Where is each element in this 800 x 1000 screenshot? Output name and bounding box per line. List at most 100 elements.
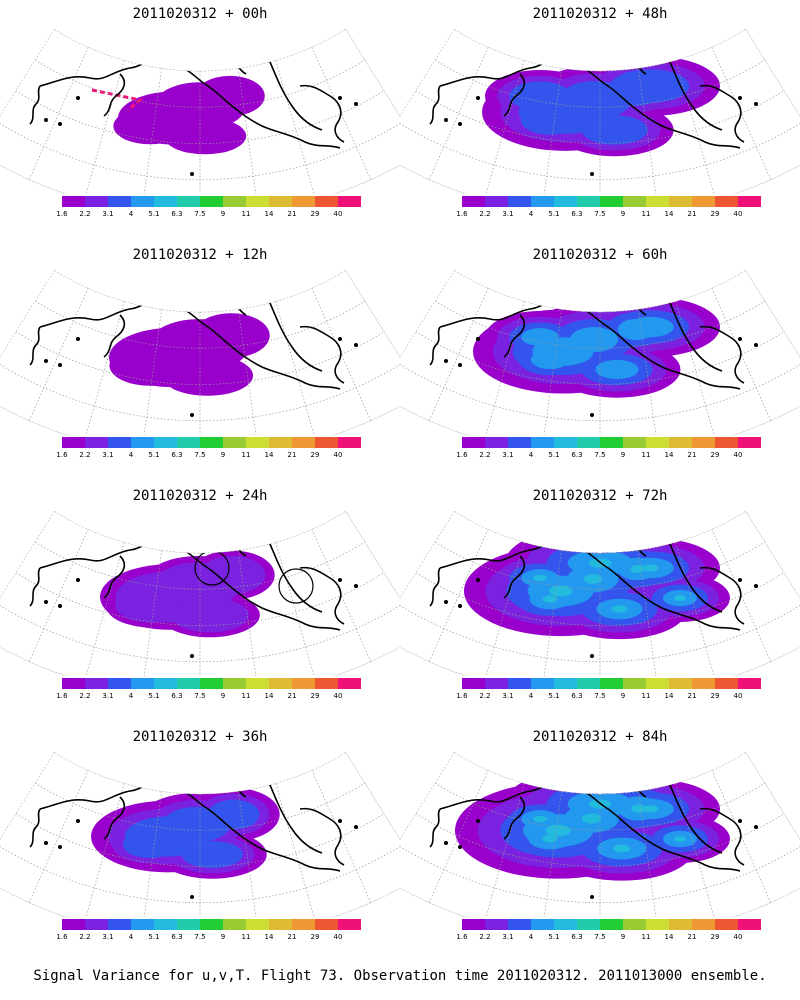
colorbar-swatch (692, 919, 715, 930)
colorbar-swatch (131, 196, 154, 207)
map-boundary (0, 510, 400, 676)
colorbar-swatch (669, 196, 692, 207)
colorbar-label: 11 (241, 692, 251, 700)
colorbar-swatch (177, 919, 200, 930)
colorbar-label: 3.1 (502, 692, 514, 700)
colorbar-label: 6.3 (571, 933, 583, 941)
colorbar-label: 3.1 (102, 210, 114, 218)
colorbar-label: 3.1 (502, 933, 514, 941)
colorbar-label: 14 (664, 210, 674, 218)
variance-contour (521, 316, 674, 380)
colorbar-label: 11 (641, 210, 651, 218)
colorbar-swatch (85, 919, 108, 930)
colorbar-swatch (62, 437, 85, 448)
latitude-line (54, 29, 346, 72)
meridian-line (28, 770, 89, 903)
colorbar-swatch (246, 678, 269, 689)
colorbar-label: 5.1 (148, 692, 160, 700)
colorbar-swatch (600, 196, 623, 207)
colorbar-label: 29 (710, 210, 720, 218)
colorbar-swatch (338, 678, 361, 689)
colorbar-swatch (269, 196, 292, 207)
map-boundary (400, 269, 800, 435)
polar-map (0, 269, 400, 435)
latitude-line (15, 572, 385, 626)
forecast-panel: 2011020312 + 48h 1.6 2.2 3.1 4 5.1 6.3 7.5 9 11 14… (400, 0, 800, 248)
colorbar-label: 7.5 (594, 451, 606, 459)
colorbar-swatch (485, 919, 508, 930)
colorbar-swatch (692, 196, 715, 207)
colorbar-swatch (269, 437, 292, 448)
colorbar-label: 1.6 (56, 451, 68, 459)
colorbar-swatch (623, 196, 646, 207)
colorbar-labels: 1.6 2.2 3.1 4 5.1 6.3 7.5 9 11 14 21 29 40 (56, 933, 361, 943)
latitude-line (0, 874, 400, 917)
colorbar-label: 9 (620, 210, 626, 218)
colorbar-label: 5.1 (548, 451, 560, 459)
variance-contour (533, 558, 686, 613)
colorbar-swatch (292, 437, 315, 448)
colorbar-swatch (108, 437, 131, 448)
colorbar-label: 4 (528, 451, 534, 459)
colorbar-label: 7.5 (594, 210, 606, 218)
colorbar-swatch (62, 919, 85, 930)
panel-title: 2011020312 + 12h (132, 247, 268, 263)
colorbar-swatch (269, 678, 292, 689)
panel-title: 2011020312 + 84h (532, 729, 668, 745)
meridian-line (28, 47, 89, 180)
colorbar-label: 6.3 (171, 451, 183, 459)
colorbar-label: 6.3 (571, 210, 583, 218)
colorbar-swatch (600, 919, 623, 930)
colorbar-swatch (315, 196, 338, 207)
colorbar-label: 2.2 (479, 933, 491, 941)
colorbar-swatch (462, 678, 485, 689)
latitude-line (54, 270, 346, 313)
colorbar-swatch (508, 678, 531, 689)
colorbar-swatch (154, 919, 177, 930)
latitude-line (54, 752, 346, 795)
colorbar-label: 40 (333, 933, 343, 941)
colorbar-labels: 1.6 2.2 3.1 4 5.1 6.3 7.5 9 11 14 21 29 40 (56, 692, 361, 702)
colorbar-labels: 1.6 2.2 3.1 4 5.1 6.3 7.5 9 11 14 21 29 40 (56, 451, 361, 461)
colorbar-swatch (646, 196, 669, 207)
latitude-line (400, 874, 800, 917)
colorbar-label: 7.5 (594, 692, 606, 700)
colorbar-label: 11 (241, 451, 251, 459)
colorbar-label: 40 (333, 692, 343, 700)
colorbar-label: 3.1 (102, 451, 114, 459)
colorbar-label: 14 (664, 451, 674, 459)
colorbar-label: 2.2 (79, 933, 91, 941)
colorbar-swatch (692, 678, 715, 689)
colorbar-swatch (177, 678, 200, 689)
colorbar-label: 21 (687, 210, 697, 218)
colorbar-swatch (108, 196, 131, 207)
colorbar-swatch (508, 919, 531, 930)
colorbar (462, 919, 761, 930)
variance-contour (109, 313, 270, 396)
colorbar-labels: 1.6 2.2 3.1 4 5.1 6.3 7.5 9 11 14 21 29 40 (456, 933, 761, 943)
colorbar-label: 29 (710, 451, 720, 459)
colorbar-label: 4 (128, 451, 134, 459)
colorbar-label: 4 (128, 933, 134, 941)
meridian-line (275, 542, 317, 676)
colorbar-label: 40 (333, 451, 343, 459)
polar-map (400, 269, 800, 435)
colorbar-label: 3.1 (502, 451, 514, 459)
forecast-panel: 2011020312 + 84h 1.6 2.2 3.1 4 5.1 6.3 7.5 9 11 14… (400, 723, 800, 971)
meridian-line (275, 783, 317, 917)
colorbar-label: 9 (620, 933, 626, 941)
colorbar-label: 3.1 (502, 210, 514, 218)
colorbar-label: 9 (620, 451, 626, 459)
panel-title: 2011020312 + 48h (532, 6, 668, 22)
colorbar-swatch (200, 919, 223, 930)
colorbar-swatch (223, 919, 246, 930)
colorbar-label: 4 (128, 692, 134, 700)
colorbar-label: 5.1 (548, 210, 560, 218)
forecast-panel: 2011020312 + 36h 1.6 2.2 3.1 4 5.1 6.3 7.5 9 11 14… (0, 723, 400, 971)
meridian-line (345, 29, 400, 153)
high-variance-streak (91, 88, 144, 112)
colorbar-label: 1.6 (456, 692, 468, 700)
meridian-line (0, 270, 55, 394)
latitude-line (0, 633, 400, 676)
colorbar-swatch (577, 678, 600, 689)
